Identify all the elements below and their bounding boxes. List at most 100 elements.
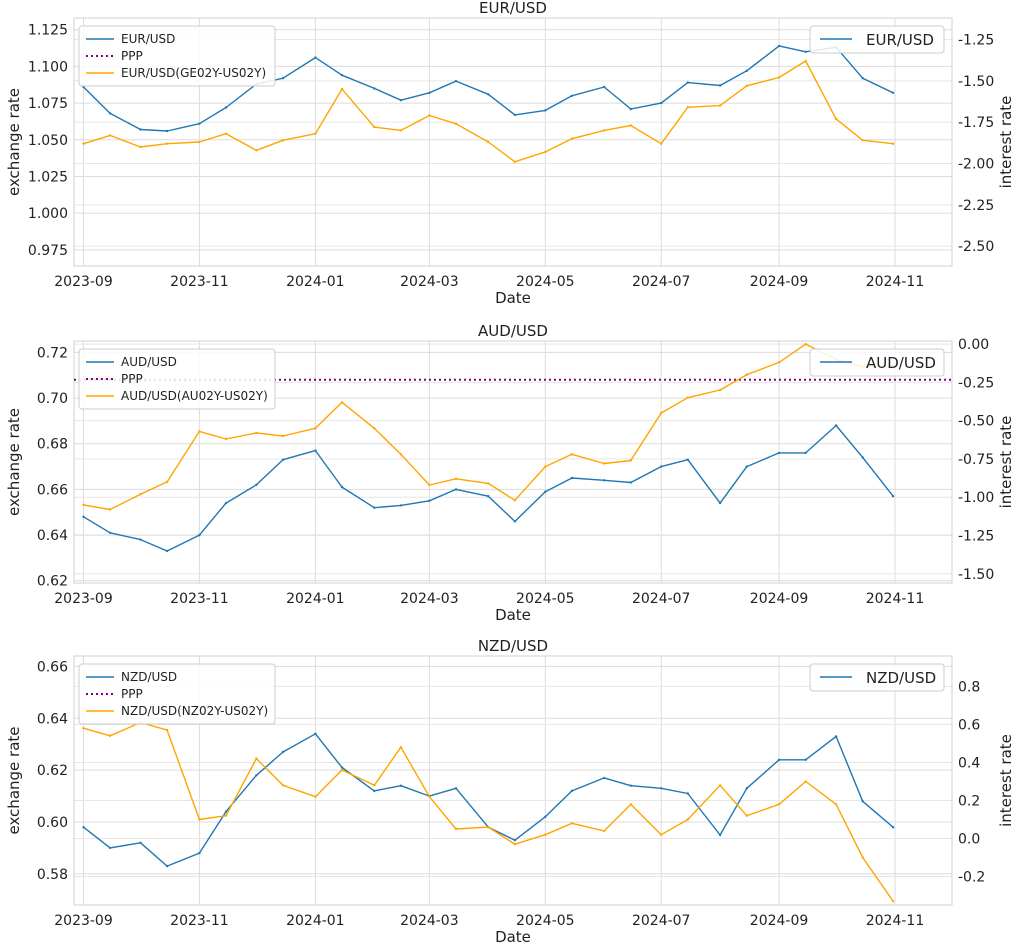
series-point xyxy=(777,76,781,79)
series-point xyxy=(198,851,201,855)
series-point xyxy=(165,864,169,868)
series-point xyxy=(629,124,632,127)
x-tick-label: 2023-09 xyxy=(54,274,113,290)
series-point xyxy=(804,50,807,53)
series-point xyxy=(891,495,895,498)
x-tick-label: 2023-11 xyxy=(170,274,229,290)
series-point xyxy=(603,479,606,482)
series-point xyxy=(82,515,85,518)
y-right-tick-label: -2.50 xyxy=(958,239,994,255)
y-right-axis-label: interest rate xyxy=(997,416,1015,509)
y-right-tick-label: -2.25 xyxy=(958,198,994,214)
series-point xyxy=(340,768,344,772)
y-right-axis-label: interest rate xyxy=(997,734,1015,827)
series-point xyxy=(513,843,517,846)
series-point xyxy=(570,822,574,825)
series-point xyxy=(340,74,344,77)
series-point xyxy=(660,465,663,468)
y-left-tick-label: 0.70 xyxy=(37,391,68,407)
legend-entry: PPP xyxy=(121,372,143,386)
series-point xyxy=(487,140,490,144)
series-point xyxy=(108,112,112,115)
series-point xyxy=(804,342,807,346)
series-point xyxy=(745,465,748,468)
series-point xyxy=(108,508,112,511)
series-point xyxy=(570,789,574,793)
series-point xyxy=(340,766,344,769)
series-point xyxy=(487,495,490,498)
series-point xyxy=(718,388,722,392)
series-point xyxy=(82,727,85,730)
series-point xyxy=(629,784,632,787)
series-point xyxy=(454,488,458,491)
series-point xyxy=(224,437,228,441)
series-point xyxy=(603,462,606,465)
series-point xyxy=(165,142,169,145)
series-point xyxy=(718,833,722,837)
series-point xyxy=(834,735,838,738)
series-point xyxy=(314,795,317,798)
chart-title: EUR/USD xyxy=(479,0,547,17)
series-point xyxy=(428,499,431,502)
series-point xyxy=(314,449,317,452)
series-point xyxy=(139,145,142,149)
series-point xyxy=(745,84,748,88)
legend-entry: EUR/USD xyxy=(866,31,934,49)
series-point xyxy=(139,128,142,131)
series-point xyxy=(777,361,781,364)
legend-entry: AUD/USD(AU02Y-US02Y) xyxy=(121,389,268,403)
x-tick-label: 2024-05 xyxy=(516,913,575,929)
legend-left: AUD/USD PPP AUD/USD(AU02Y-US02Y) xyxy=(78,348,276,410)
series-point xyxy=(629,481,632,484)
y-left-tick-label: 0.975 xyxy=(28,243,68,259)
series-point xyxy=(513,520,517,523)
y-left-tick-label: 1.000 xyxy=(28,206,68,222)
series-point xyxy=(745,814,748,817)
chart-panel-aud-usd: 2023-09 2023-11 2024-01 2024-03 2024-05 2024-… xyxy=(5,322,1015,624)
series-point xyxy=(428,795,431,798)
series-point xyxy=(570,94,574,98)
x-tick-label: 2023-11 xyxy=(170,913,229,929)
series-point xyxy=(198,140,201,144)
series-point xyxy=(165,129,169,133)
series-point xyxy=(108,531,112,534)
plot-frame xyxy=(73,340,953,584)
series-point xyxy=(198,818,201,821)
x-axis-label: Date xyxy=(495,928,531,946)
series-point xyxy=(804,758,807,761)
y-left-tick-label: 0.66 xyxy=(37,482,68,498)
series-point xyxy=(281,750,285,754)
y-left-tick-label: 1.125 xyxy=(28,23,68,39)
plot-frame xyxy=(73,17,953,267)
series-point xyxy=(718,84,722,87)
series-point xyxy=(224,132,228,135)
legend-box xyxy=(78,25,276,87)
x-tick-label: 2024-09 xyxy=(750,913,809,929)
legend-right: EUR/USD xyxy=(809,25,945,54)
y-right-tick-label: 0.2 xyxy=(958,793,980,809)
series-point xyxy=(454,122,458,126)
series-point xyxy=(198,533,201,537)
y-left-axis-label: exchange rate xyxy=(5,88,23,196)
x-tick-label: 2024-05 xyxy=(516,274,575,290)
legend-left: EUR/USD PPP EUR/USD(GE02Y-US02Y) xyxy=(78,25,276,87)
y-left-tick-label: 0.58 xyxy=(37,867,68,883)
series-point xyxy=(777,44,781,48)
chart-panel-nzd-usd: 2023-09 2023-11 2024-01 2024-03 2024-05 2024-… xyxy=(5,637,1015,946)
x-tick-label: 2024-09 xyxy=(750,591,809,607)
series-point xyxy=(399,453,403,456)
series-point xyxy=(165,480,169,484)
series-point xyxy=(340,485,344,489)
series-point xyxy=(314,427,317,430)
series-point xyxy=(660,411,663,415)
x-tick-label: 2023-09 xyxy=(54,591,113,607)
x-tick-label: 2024-07 xyxy=(632,591,691,607)
y-right-tick-label: 0.4 xyxy=(958,755,980,771)
series-point xyxy=(428,114,431,117)
series-point xyxy=(255,774,258,777)
x-tick-label: 2023-09 xyxy=(54,913,113,929)
legend-box xyxy=(78,663,276,725)
series-point xyxy=(861,77,864,80)
y-right-tick-label: -0.25 xyxy=(958,375,994,391)
series-point xyxy=(281,434,285,438)
